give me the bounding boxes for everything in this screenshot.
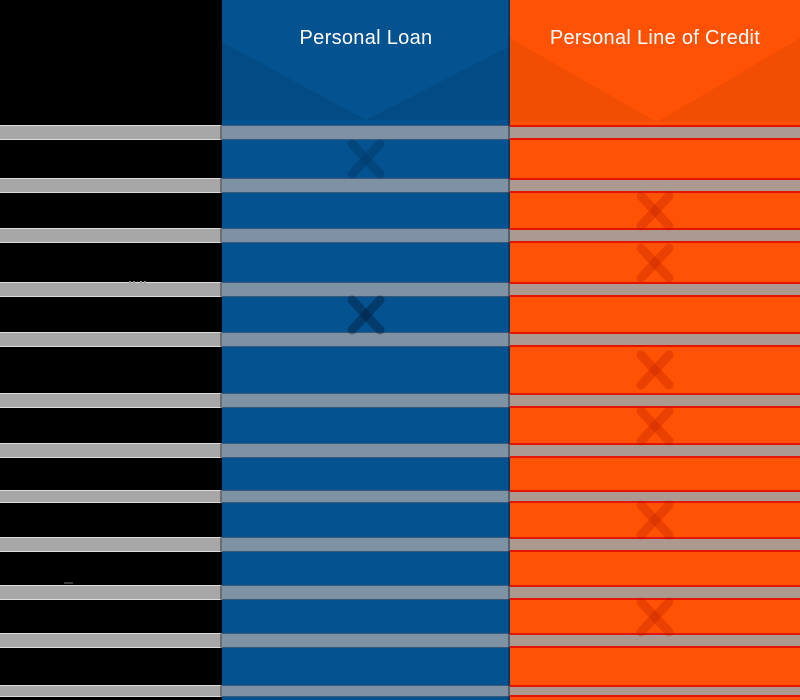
row-divider-credit bbox=[510, 633, 800, 648]
personal-line-of-credit-column: Personal Line of Credit bbox=[510, 0, 800, 700]
row-divider-credit bbox=[510, 228, 800, 243]
personal-line-of-credit-header: Personal Line of Credit bbox=[510, 0, 800, 125]
row-divider-labels bbox=[0, 332, 222, 347]
row-divider-credit bbox=[510, 125, 800, 140]
row-divider-labels bbox=[0, 585, 222, 600]
row-divider-loan bbox=[222, 332, 510, 347]
row-divider-loan bbox=[222, 537, 510, 552]
row-divider-credit bbox=[510, 490, 800, 503]
x-mark-icon bbox=[636, 350, 674, 390]
row-divider-credit bbox=[510, 685, 800, 697]
row-divider-labels bbox=[0, 633, 222, 648]
row-labels-column bbox=[0, 0, 222, 700]
x-mark-icon bbox=[636, 597, 674, 636]
x-mark-icon bbox=[347, 295, 385, 334]
personal-loan-column: Personal Loan bbox=[222, 0, 510, 700]
row-divider-loan bbox=[222, 178, 510, 193]
stray-dash bbox=[64, 582, 73, 584]
row-divider-credit bbox=[510, 393, 800, 408]
row-divider-credit bbox=[510, 332, 800, 347]
row-divider-loan bbox=[222, 125, 510, 140]
row-divider-loan bbox=[222, 633, 510, 648]
row-divider-loan bbox=[222, 282, 510, 297]
row-divider-credit bbox=[510, 282, 800, 297]
row-divider-labels bbox=[0, 685, 222, 697]
row-divider-labels bbox=[0, 393, 222, 408]
row-divider-credit bbox=[510, 537, 800, 552]
row-divider-credit bbox=[510, 585, 800, 600]
row-divider-labels bbox=[0, 125, 222, 140]
row-divider-loan bbox=[222, 585, 510, 600]
x-mark-icon bbox=[636, 191, 674, 230]
x-mark-icon bbox=[347, 139, 385, 179]
row-divider-credit bbox=[510, 443, 800, 458]
personal-loan-title: Personal Loan bbox=[299, 27, 433, 49]
x-mark-icon bbox=[636, 406, 674, 445]
personal-loan-header: Personal Loan bbox=[222, 0, 510, 125]
row-divider-credit bbox=[510, 178, 800, 193]
row-divider-loan bbox=[222, 228, 510, 243]
row-divider-labels bbox=[0, 537, 222, 552]
row-divider-labels bbox=[0, 443, 222, 458]
row-divider-labels bbox=[0, 228, 222, 243]
row-divider-loan bbox=[222, 685, 510, 697]
chevron-watermark-icon bbox=[222, 42, 510, 120]
row-divider-loan bbox=[222, 393, 510, 408]
column-divider-line bbox=[220, 0, 222, 700]
personal-line-of-credit-title: Personal Line of Credit bbox=[549, 27, 761, 49]
row-divider-loan bbox=[222, 443, 510, 458]
x-mark-icon bbox=[636, 500, 674, 540]
column-divider-line bbox=[508, 0, 510, 700]
row-divider-labels bbox=[0, 178, 222, 193]
row-divider-labels bbox=[0, 282, 222, 297]
x-mark-icon bbox=[636, 243, 674, 282]
row-divider-loan bbox=[222, 490, 510, 503]
row-divider-labels bbox=[0, 490, 222, 503]
chevron-watermark-icon bbox=[510, 38, 800, 122]
